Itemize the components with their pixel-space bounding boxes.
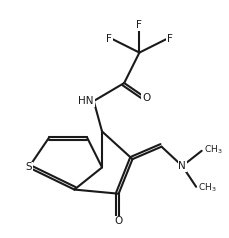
Text: CH$_3$: CH$_3$	[204, 143, 223, 156]
Text: HN: HN	[78, 96, 94, 106]
Text: N: N	[178, 161, 186, 171]
Text: S: S	[25, 162, 32, 172]
Text: F: F	[106, 34, 112, 44]
Text: F: F	[136, 20, 142, 30]
Text: O: O	[142, 93, 150, 103]
Text: O: O	[114, 216, 123, 226]
Text: F: F	[167, 34, 173, 44]
Text: CH$_3$: CH$_3$	[198, 182, 217, 194]
